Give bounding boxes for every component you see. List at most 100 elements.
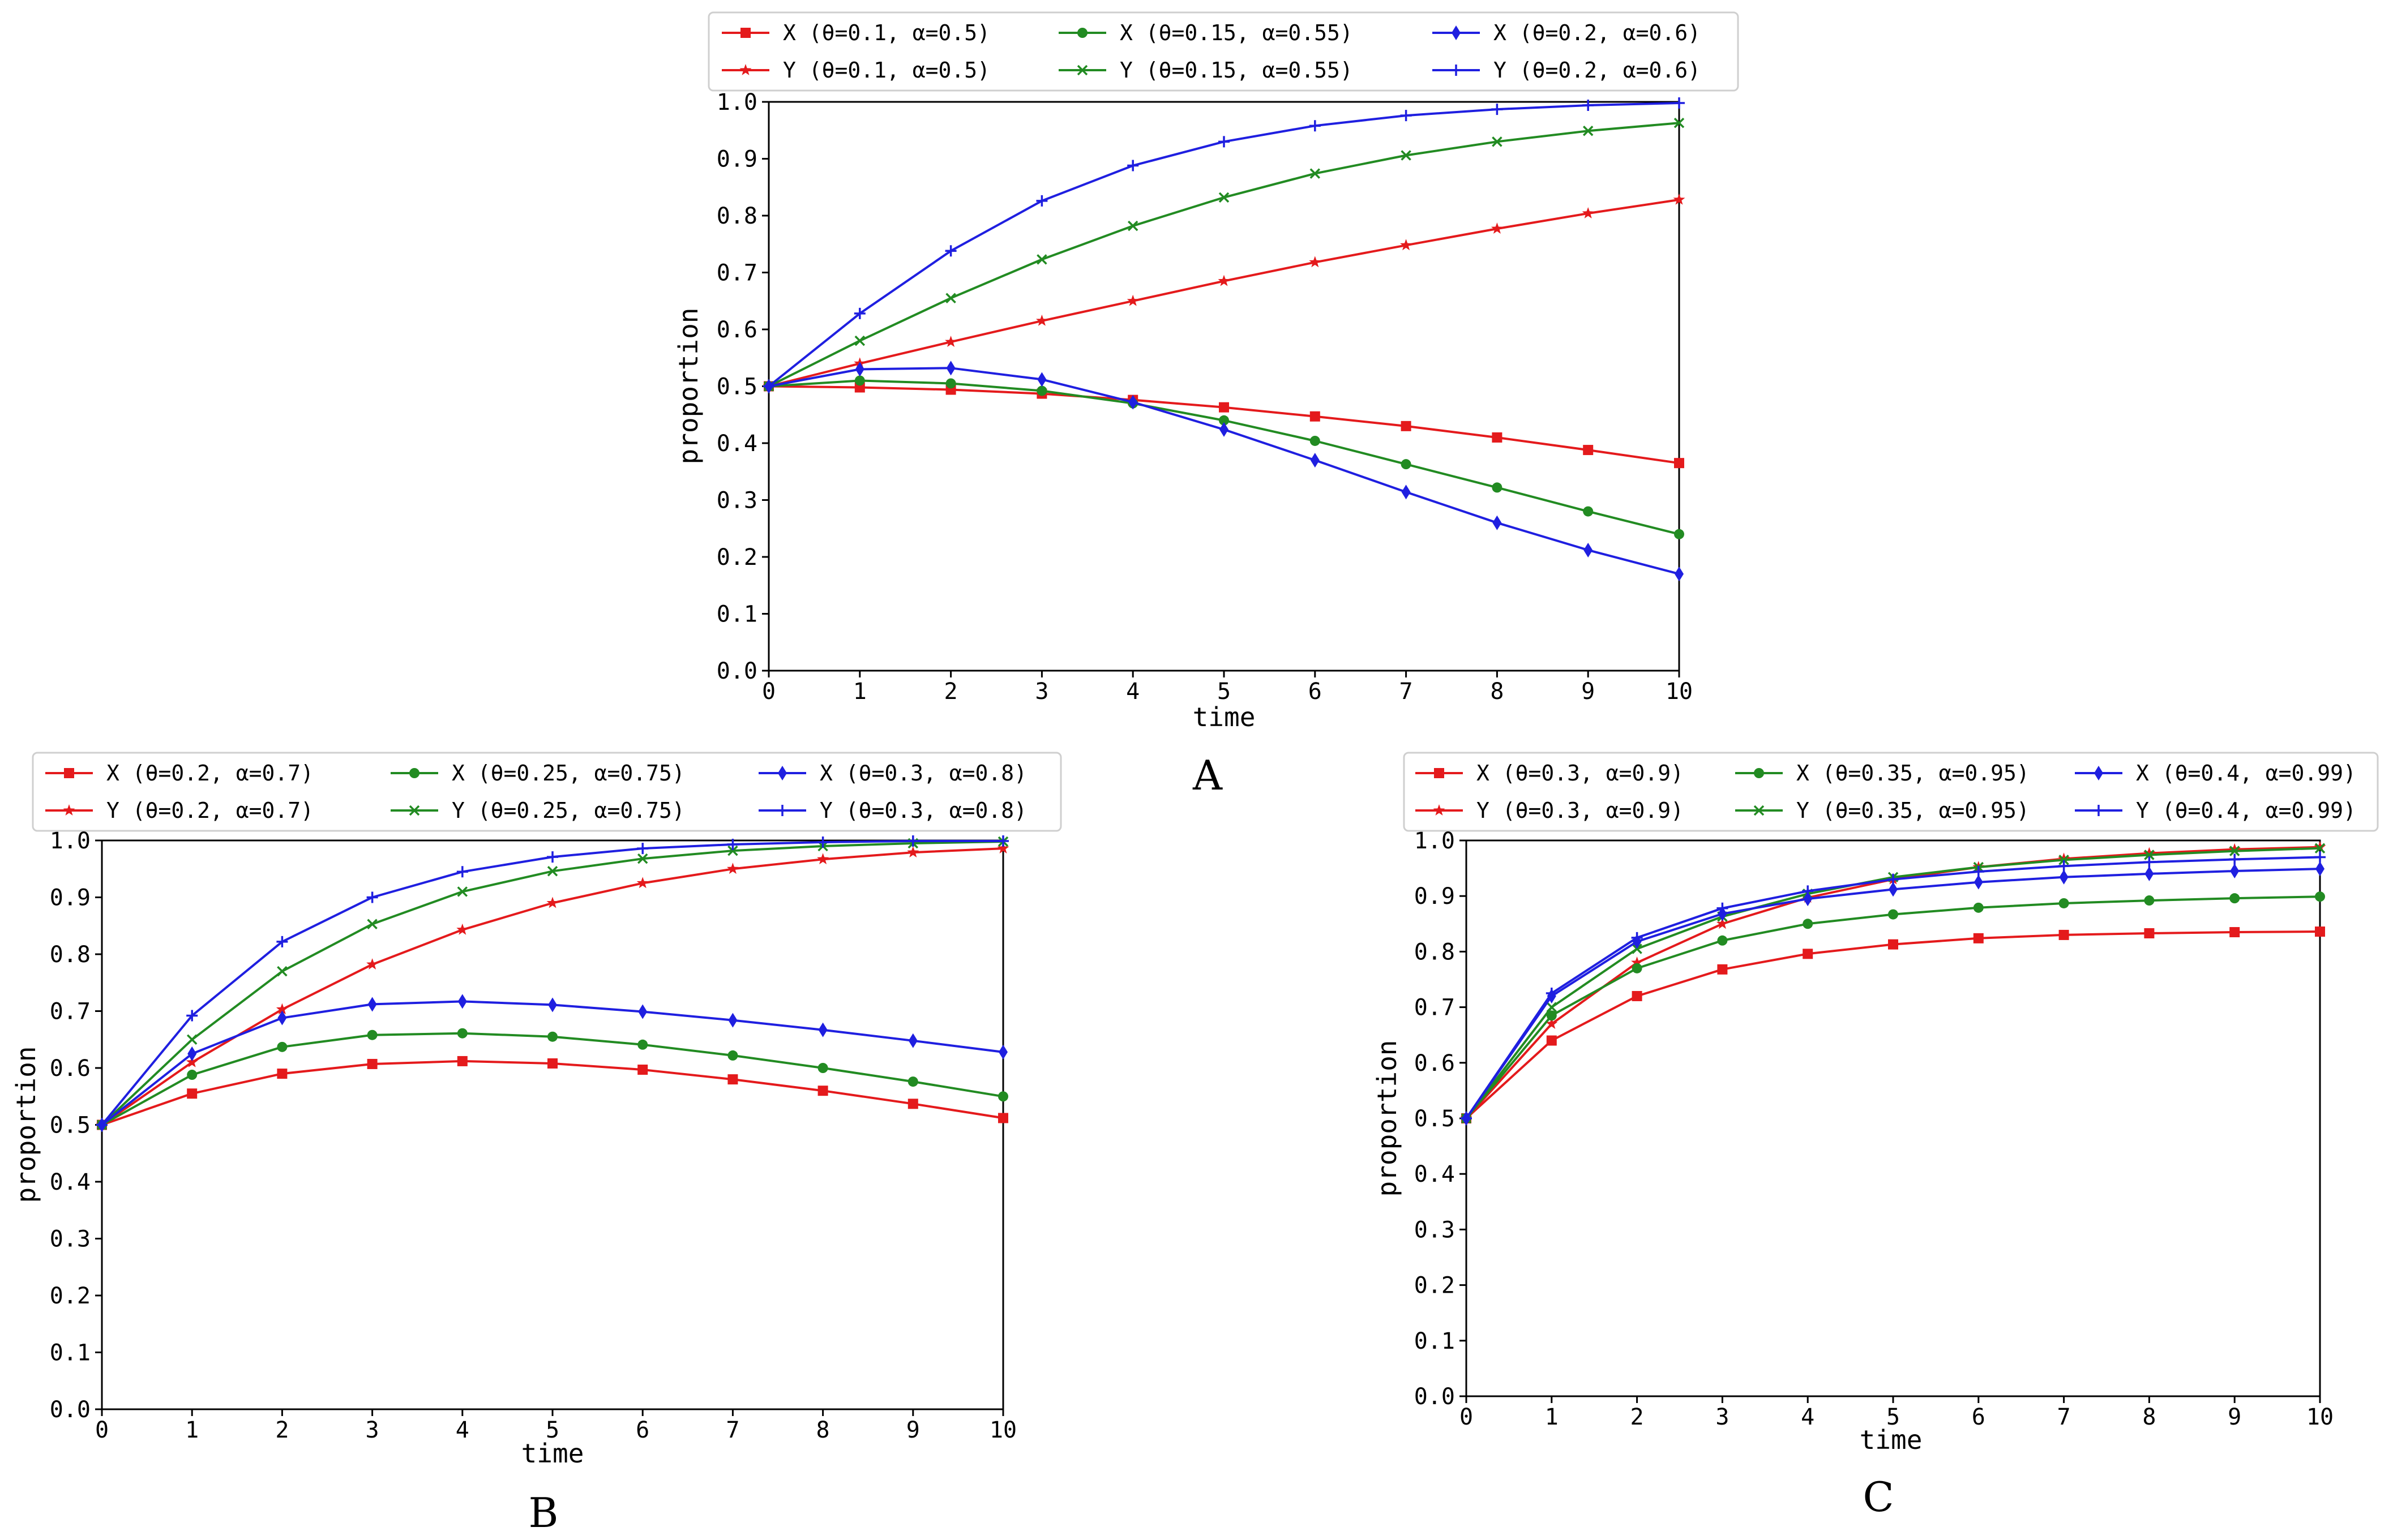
data-point (777, 805, 788, 816)
data-point (277, 1041, 288, 1052)
x-tick-label: 0 (762, 679, 776, 705)
data-point (945, 293, 956, 303)
data-point (1077, 28, 1088, 38)
chart-panel-a: X (θ=0.1, α=0.5) Y (θ=0.1, α=0.5) X (θ=0… (673, 11, 1739, 799)
y-tick-label: 0.7 (717, 260, 757, 286)
y-tick-label: 0.0 (717, 658, 757, 684)
data-point (1973, 902, 1984, 913)
data-point (1401, 484, 1411, 500)
legend-label: X (θ=0.25, α=0.75) (452, 761, 685, 786)
data-point (727, 1050, 738, 1061)
data-point (637, 1065, 648, 1075)
legend-box (1403, 752, 2379, 832)
data-point (1973, 933, 1984, 943)
data-point (1803, 891, 1813, 907)
data-point (1889, 882, 1898, 897)
data-point (1632, 990, 1642, 1001)
legend-label: X (θ=0.3, α=0.8) (820, 761, 1027, 786)
y-tick-label: 0.7 (50, 999, 91, 1025)
data-point (1802, 885, 1814, 897)
y-tick-label: 0.6 (717, 317, 757, 343)
data-point (1887, 873, 1899, 885)
data-point (1754, 768, 1764, 778)
series (96, 836, 1009, 1130)
series-line (1465, 930, 2321, 1119)
data-point (2229, 893, 2240, 904)
y-tick-label: 0.6 (50, 1056, 91, 1082)
data-point (637, 843, 649, 855)
data-point (187, 1070, 198, 1080)
legend-swatch (759, 766, 806, 780)
y-tick-label: 0.8 (717, 203, 757, 229)
legend-entry: Y (θ=0.15, α=0.55) (1059, 58, 1353, 83)
data-point (409, 768, 419, 778)
y-tick-label: 0.4 (50, 1169, 91, 1195)
data-point (187, 1088, 198, 1099)
data-point (1434, 768, 1444, 778)
plot-area (101, 839, 1004, 1410)
panel-label: B (529, 1489, 559, 1537)
legend: X (θ=0.3, α=0.9) Y (θ=0.3, α=0.9) X (θ=0… (1415, 761, 2356, 823)
data-point (637, 853, 648, 864)
series-layer (96, 835, 1009, 1133)
data-point (1401, 150, 1411, 161)
data-point (1582, 126, 1594, 136)
data-point (907, 846, 919, 857)
data-point (1400, 239, 1412, 251)
x-axis-label: time (521, 1438, 584, 1469)
data-point (367, 1029, 378, 1040)
data-point (1127, 220, 1138, 231)
data-point (2229, 846, 2240, 856)
data-point (2059, 869, 2069, 885)
data-point (2315, 891, 2325, 902)
x-tick-label: 3 (1715, 1404, 1729, 1430)
x-tick-label: 3 (1035, 679, 1048, 705)
y-tick-label: 0.0 (50, 1397, 91, 1423)
data-point (1401, 459, 1411, 470)
x-tick-label: 9 (2228, 1404, 2241, 1430)
data-point (1674, 529, 1684, 539)
series (763, 193, 1685, 392)
data-point (1035, 314, 1048, 326)
legend-label: Y (θ=0.15, α=0.55) (1120, 58, 1353, 83)
data-point (1673, 193, 1685, 205)
legend-label: Y (θ=0.25, α=0.75) (452, 798, 685, 823)
y-axis-label: proportion (1372, 1040, 1402, 1197)
series-line (101, 1032, 1004, 1126)
data-point (277, 1010, 287, 1026)
data-point (1492, 515, 1502, 530)
y-tick-label: 0.1 (1414, 1328, 1455, 1354)
data-point (818, 1022, 828, 1037)
data-point (1803, 919, 1813, 929)
data-point (1077, 65, 1088, 76)
y-tick-label: 0.5 (1414, 1106, 1455, 1132)
data-point (1309, 256, 1321, 268)
data-point (457, 1028, 468, 1039)
data-point (636, 877, 649, 889)
data-point (726, 863, 739, 874)
y-tick-label: 0.8 (50, 942, 91, 968)
data-point (728, 1013, 738, 1028)
legend-swatch (722, 28, 769, 38)
y-tick-label: 0.4 (1414, 1161, 1455, 1187)
data-point (854, 375, 865, 386)
data-point (456, 923, 469, 935)
data-point (855, 362, 864, 377)
y-tick-label: 0.6 (1414, 1050, 1455, 1076)
data-point (1128, 394, 1138, 410)
data-point (2314, 843, 2326, 853)
data-point (1546, 1035, 1557, 1046)
x-tick-label: 7 (1399, 679, 1413, 705)
legend-label: X (θ=0.2, α=0.7) (106, 761, 314, 786)
data-point (548, 997, 557, 1013)
data-point (1036, 195, 1048, 207)
legend-label: X (θ=0.35, α=0.95) (1796, 761, 2030, 786)
data-point (1400, 110, 1412, 122)
data-point (1717, 935, 1728, 946)
legend-swatch (1415, 768, 1463, 778)
series (763, 117, 1685, 392)
y-tick-label: 0.5 (717, 374, 757, 400)
data-point (1716, 917, 1728, 929)
data-point (778, 766, 787, 780)
legend-entry: Y (θ=0.4, α=0.99) (2075, 798, 2356, 823)
